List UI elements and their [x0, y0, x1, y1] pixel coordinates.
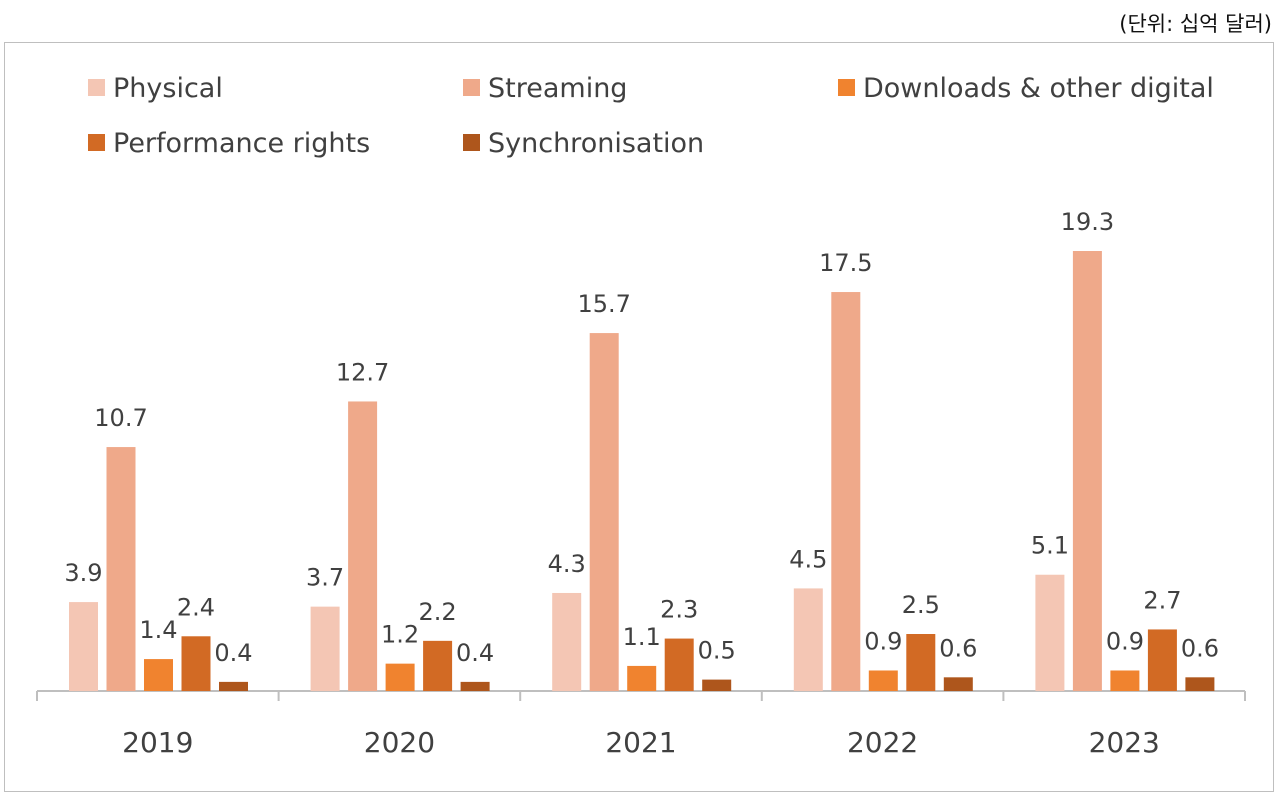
- data-label-performance-rights-2023: 2.7: [1143, 586, 1181, 614]
- unit-label: (단위: 십억 달러): [1119, 12, 1272, 36]
- bar-physical-2023: [1035, 574, 1065, 691]
- bar-synchronisation-2023: [1185, 677, 1215, 691]
- data-label-downloads-other-digital-2022: 0.9: [864, 627, 902, 655]
- bar-streaming-2020: [348, 401, 378, 691]
- legend-label-synchronisation: Synchronisation: [488, 128, 704, 159]
- bar-physical-2021: [552, 592, 582, 691]
- data-label-physical-2021: 4.3: [548, 550, 586, 578]
- data-label-downloads-other-digital-2023: 0.9: [1106, 627, 1144, 655]
- bar-physical-2019: [69, 602, 98, 691]
- legend-swatch-downloads-other-digital: [838, 79, 855, 96]
- bar-performance-rights-2023: [1147, 629, 1177, 691]
- bar-synchronisation-2022: [943, 677, 973, 691]
- bar-performance-rights-2022: [906, 634, 936, 691]
- bar-downloads-other-digital-2020: [385, 663, 415, 691]
- chart-frame: [4, 42, 1274, 792]
- data-label-streaming-2020: 12.7: [336, 358, 389, 386]
- bar-downloads-other-digital-2019: [144, 659, 173, 691]
- bar-downloads-other-digital-2022: [868, 670, 898, 691]
- bar-synchronisation-2020: [460, 681, 490, 691]
- bar-synchronisation-2019: [219, 681, 248, 691]
- data-label-synchronisation-2019: 0.4: [214, 639, 252, 667]
- data-label-synchronisation-2020: 0.4: [456, 639, 494, 667]
- bar-synchronisation-2021: [702, 679, 732, 691]
- bar-streaming-2019: [106, 447, 136, 691]
- data-label-streaming-2021: 15.7: [577, 290, 630, 318]
- data-label-synchronisation-2023: 0.6: [1181, 634, 1219, 662]
- data-label-performance-rights-2019: 2.4: [177, 593, 215, 621]
- bar-performance-rights-2020: [423, 640, 453, 691]
- x-tick-label-2023: 2023: [1089, 726, 1160, 759]
- legend-swatch-performance-rights: [88, 134, 105, 151]
- data-label-synchronisation-2021: 0.5: [698, 637, 736, 665]
- data-label-performance-rights-2020: 2.2: [419, 598, 457, 626]
- data-label-downloads-other-digital-2021: 1.1: [623, 623, 661, 651]
- x-tick-label-2021: 2021: [605, 726, 676, 759]
- data-label-streaming-2022: 17.5: [819, 249, 872, 277]
- bar-performance-rights-2021: [664, 638, 694, 691]
- bar-physical-2022: [793, 588, 823, 691]
- data-label-streaming-2023: 19.3: [1061, 208, 1114, 236]
- legend-label-downloads-other-digital: Downloads & other digital: [863, 73, 1214, 104]
- x-tick-label-2022: 2022: [847, 726, 918, 759]
- legend-swatch-streaming: [463, 79, 480, 96]
- legend-swatch-physical: [88, 79, 105, 96]
- bar-streaming-2023: [1072, 251, 1102, 691]
- bar-physical-2020: [310, 606, 340, 691]
- data-label-streaming-2019: 10.7: [94, 404, 147, 432]
- data-label-physical-2019: 3.9: [64, 559, 102, 587]
- bar-streaming-2021: [589, 333, 619, 691]
- bar-downloads-other-digital-2021: [627, 665, 657, 691]
- data-label-downloads-other-digital-2019: 1.4: [139, 616, 177, 644]
- data-label-physical-2023: 5.1: [1031, 532, 1069, 560]
- bar-downloads-other-digital-2023: [1110, 670, 1140, 691]
- data-label-performance-rights-2021: 2.3: [660, 596, 698, 624]
- x-tick-label-2019: 2019: [122, 726, 193, 759]
- data-label-physical-2022: 4.5: [789, 545, 827, 573]
- data-label-performance-rights-2022: 2.5: [902, 591, 940, 619]
- bar-performance-rights-2019: [181, 636, 211, 691]
- data-label-synchronisation-2022: 0.6: [939, 634, 977, 662]
- legend-label-performance-rights: Performance rights: [113, 128, 370, 159]
- data-label-downloads-other-digital-2020: 1.2: [381, 621, 419, 649]
- legend-label-streaming: Streaming: [488, 73, 627, 104]
- bar-streaming-2022: [831, 292, 861, 691]
- legend-label-physical: Physical: [113, 73, 223, 104]
- data-label-physical-2020: 3.7: [306, 564, 344, 592]
- x-tick-label-2020: 2020: [364, 726, 435, 759]
- legend-swatch-synchronisation: [463, 134, 480, 151]
